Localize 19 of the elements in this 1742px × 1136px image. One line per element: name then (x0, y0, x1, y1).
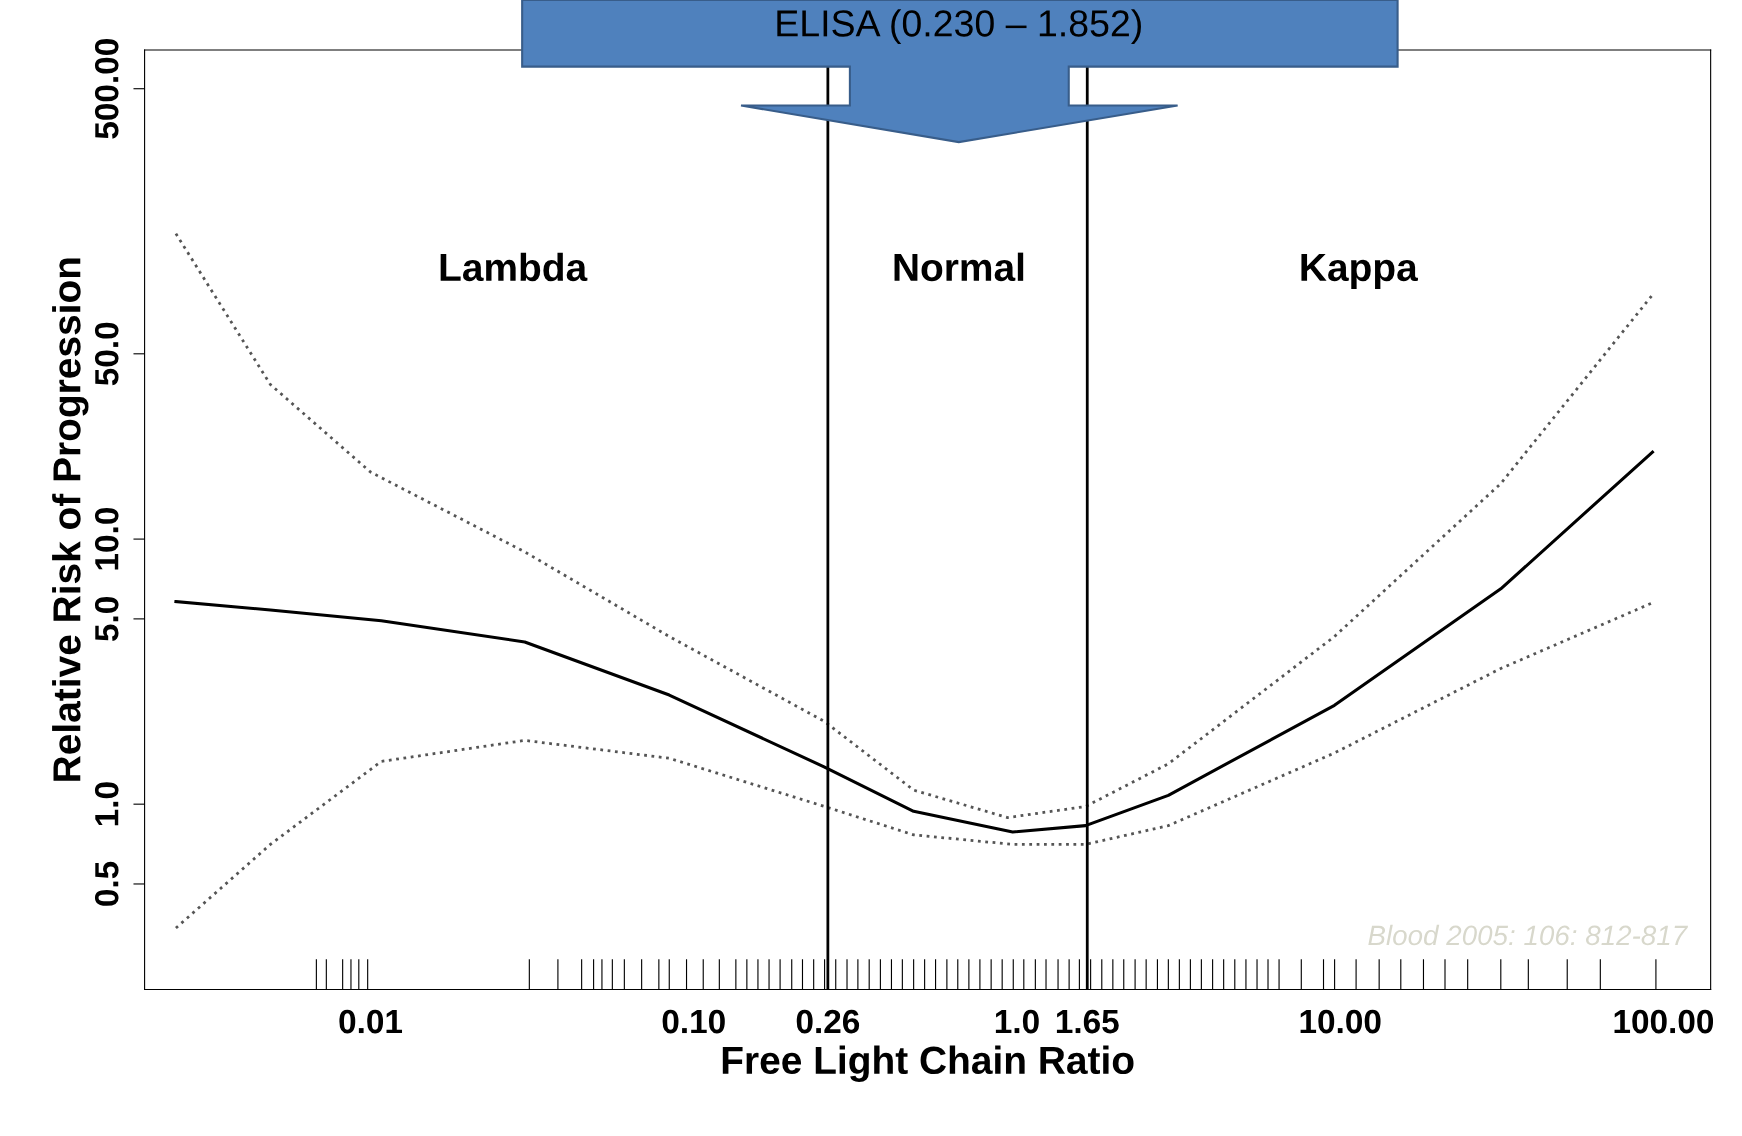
y-tick-label: 5.0 (94, 597, 119, 642)
x-tick-label: 100.00 (1614, 1009, 1714, 1034)
x-tick-label: 1.0 (995, 1009, 1039, 1034)
x-axis-title: Free Light Chain Ratio (722, 1045, 1134, 1082)
x-tick-label: 0.01 (339, 1009, 403, 1034)
y-tick-label: 50.0 (94, 322, 119, 386)
x-tick-label: 0.10 (662, 1009, 725, 1034)
x-tick-label: 10.00 (1300, 1009, 1381, 1034)
x-tick-label: 1.65 (1056, 1009, 1119, 1034)
annotation: Kappa (1301, 254, 1418, 289)
text: ELISA (0.230 – 1.852) (777, 9, 1141, 45)
y-tick-label: 10.0 (94, 508, 119, 570)
annotation: Lambda (440, 252, 588, 282)
x-tick-label: 0.26 (796, 1009, 860, 1034)
y-tick-label: 0.5 (94, 861, 119, 906)
y-tick-label: 500.00 (94, 39, 119, 139)
y-axis-title: Relative Risk of Progression (52, 258, 89, 781)
annotation: Normal (894, 252, 1024, 282)
y-tick-label: 1.0 (94, 782, 119, 826)
